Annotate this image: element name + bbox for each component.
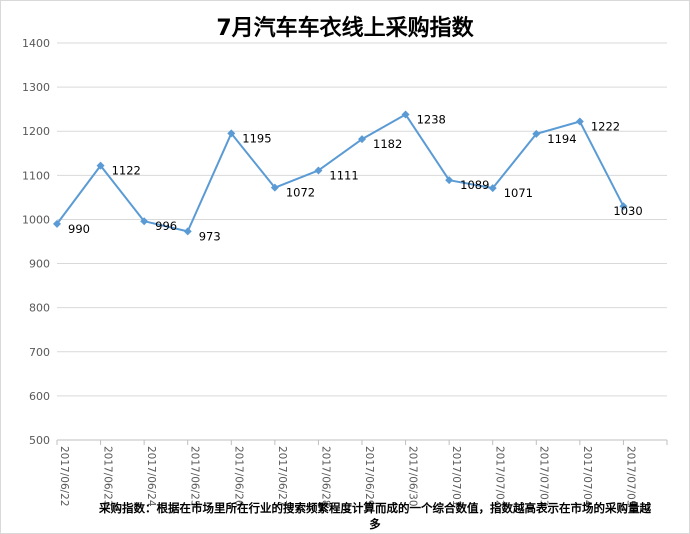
x-tick-label: 2017/06/25 bbox=[189, 446, 201, 507]
y-tick-label: 500 bbox=[29, 434, 50, 447]
data-point-marker bbox=[227, 129, 236, 138]
y-tick-label: 800 bbox=[29, 302, 50, 315]
data-label: 1122 bbox=[112, 164, 141, 178]
data-point-marker bbox=[532, 129, 541, 138]
data-label: 1111 bbox=[329, 168, 358, 182]
y-tick-label: 900 bbox=[29, 258, 50, 271]
x-tick-label: 2017/07/01 bbox=[450, 446, 462, 507]
data-label: 1072 bbox=[286, 186, 315, 200]
data-point-marker bbox=[96, 161, 105, 170]
x-tick-label: 2017/07/04 bbox=[581, 446, 593, 507]
x-tick-label: 2017/06/29 bbox=[363, 446, 375, 507]
data-points bbox=[53, 110, 628, 236]
x-tick-label: 2017/06/24 bbox=[145, 446, 157, 507]
data-point-marker bbox=[619, 202, 628, 211]
x-tick-label: 2017/07/05 bbox=[624, 446, 636, 507]
chart-title: 7月汽车车衣线上采购指数 bbox=[216, 16, 474, 41]
x-tick-label: 2017/07/03 bbox=[537, 446, 549, 507]
data-label: 1194 bbox=[547, 132, 576, 146]
series-polyline bbox=[56, 113, 625, 233]
x-tick-labels: 2017/06/22 2017/06/23 2017/06/24 2017/06/25… bbox=[58, 446, 636, 507]
axes bbox=[56, 439, 668, 445]
data-point-marker bbox=[314, 166, 323, 175]
x-tick-label: 2017/07/02 bbox=[494, 446, 506, 507]
data-point-marker bbox=[270, 183, 279, 192]
data-label: 990 bbox=[68, 222, 90, 236]
y-tick-label: 1100 bbox=[22, 169, 50, 182]
data-point-marker bbox=[183, 227, 192, 236]
y-tick-label: 1200 bbox=[22, 125, 50, 138]
x-tick-label: 2017/06/28 bbox=[319, 446, 331, 507]
data-label: 973 bbox=[199, 229, 221, 243]
x-tick-label: 2017/06/22 bbox=[58, 446, 70, 507]
x-tick-label: 2017/06/26 bbox=[232, 446, 244, 507]
data-point-marker bbox=[53, 219, 61, 228]
y-tick-label: 1300 bbox=[22, 81, 50, 94]
data-label: 996 bbox=[155, 219, 177, 233]
data-label: 1238 bbox=[417, 112, 446, 126]
data-point-marker bbox=[401, 110, 410, 119]
data-point-marker bbox=[445, 176, 454, 185]
series-line bbox=[56, 113, 625, 233]
data-label: 1089 bbox=[460, 178, 489, 192]
x-tick-label: 2017/06/30 bbox=[407, 446, 419, 507]
y-tick-labels: 500 600 700 800 900 1000 1100 1200 1300 1400 bbox=[22, 37, 50, 447]
x-tick-label: 2017/06/23 bbox=[102, 446, 114, 507]
y-tick-label: 700 bbox=[29, 346, 50, 359]
data-label: 1222 bbox=[591, 120, 620, 134]
data-point-marker bbox=[358, 135, 366, 144]
data-label: 1071 bbox=[504, 186, 533, 200]
x-tick-label: 2017/06/27 bbox=[276, 446, 288, 507]
data-point-marker bbox=[140, 217, 149, 226]
gridlines bbox=[57, 42, 667, 397]
y-tick-label: 1400 bbox=[22, 37, 50, 50]
data-label: 1030 bbox=[613, 204, 642, 218]
footnote: 采购指数：根据在市场里所在行业的搜索频繁程度计算而成的一个综合数值，指数越高表示… bbox=[99, 501, 651, 531]
data-label: 1182 bbox=[373, 137, 402, 151]
data-point-marker bbox=[488, 184, 497, 193]
data-point-marker bbox=[575, 117, 584, 126]
data-labels: 990 1122 996 973 1195 1072 1111 1182 1238 1089 107… bbox=[68, 112, 643, 243]
data-label: 1195 bbox=[242, 131, 271, 145]
y-tick-label: 600 bbox=[29, 390, 50, 403]
y-tick-label: 1000 bbox=[22, 213, 50, 226]
